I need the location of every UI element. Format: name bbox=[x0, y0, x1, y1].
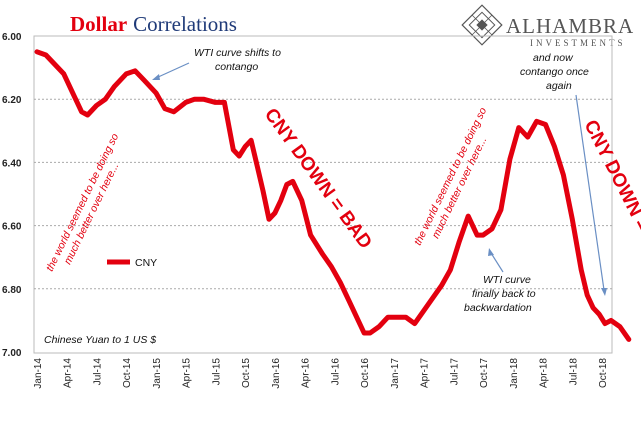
arrowhead-now-contango bbox=[601, 288, 607, 296]
x-tick-label: Jul-15 bbox=[211, 358, 222, 386]
x-tick-label: Jan-15 bbox=[152, 358, 163, 389]
arrow-wti-backwardation bbox=[490, 252, 504, 273]
x-tick-label: Jul-16 bbox=[330, 358, 341, 386]
annotation-wti-backwardation-line1: WTI curve bbox=[483, 274, 531, 286]
arrow-now-contango bbox=[575, 94, 605, 291]
x-tick-label: Oct-14 bbox=[122, 358, 133, 388]
x-tick-label: Jul-17 bbox=[449, 358, 460, 386]
x-axis-ticks: Jan-14 Apr-14 Jul-14 Oct-14 Jan-15 Apr-15 Jul-… bbox=[33, 358, 609, 389]
x-tick-label: Jan-16 bbox=[271, 358, 282, 389]
x-tick-label: Apr-15 bbox=[182, 358, 193, 388]
arrowhead-wti-contango bbox=[152, 74, 160, 80]
annotation-world-better-1: the world seemed to be doing so much bet… bbox=[44, 129, 134, 279]
chart-title-dollar: Dollar bbox=[70, 12, 127, 36]
x-tick-label: Oct-16 bbox=[360, 358, 371, 388]
y-tick-label: 6.60 bbox=[2, 222, 22, 233]
plot-frame bbox=[33, 35, 613, 354]
x-tick-label: Jan-18 bbox=[509, 358, 520, 389]
x-tick-label: Apr-17 bbox=[420, 358, 431, 388]
x-tick-label: Jul-18 bbox=[568, 358, 579, 386]
annotation-wti-contango: WTI curve shifts to contango bbox=[194, 47, 284, 73]
y-tick-label: 6.20 bbox=[2, 95, 22, 106]
brand-name: ALHAMBRA bbox=[506, 14, 634, 38]
x-tick-label: Apr-14 bbox=[63, 358, 74, 388]
x-tick-label: Oct-17 bbox=[479, 358, 490, 388]
arrowhead-wti-backwardation bbox=[488, 248, 494, 256]
chart-title: Dollar Correlations bbox=[70, 12, 237, 36]
annotation-now-contango-line2: contango once bbox=[520, 66, 589, 78]
annotation-wti-backwardation-line3: backwardation bbox=[464, 302, 532, 314]
y-tick-label: 7.00 bbox=[2, 348, 22, 359]
annotation-wti-backwardation: WTI curve finally back to backwardation bbox=[464, 274, 539, 314]
annotation-now-contango-line1: and now bbox=[533, 52, 574, 64]
x-tick-label: Jul-14 bbox=[92, 358, 103, 386]
annotation-cny-down-bad-2: CNY DOWN = BAD bbox=[580, 117, 641, 276]
x-tick-label: Jan-14 bbox=[33, 358, 44, 389]
y-axis-ticks: 6.00 6.20 6.40 6.60 6.80 7.00 bbox=[2, 32, 22, 359]
y-axis-label: Chinese Yuan to 1 US $ bbox=[44, 334, 156, 346]
x-tick-label: Jan-17 bbox=[390, 358, 401, 389]
y-tick-label: 6.00 bbox=[2, 32, 22, 43]
brand-subtitle: INVESTMENTS bbox=[530, 38, 626, 48]
annotation-wti-contango-line1: WTI curve shifts to bbox=[194, 47, 281, 59]
y-tick-label: 6.80 bbox=[2, 285, 22, 296]
x-tick-label: Oct-15 bbox=[241, 358, 252, 388]
annotation-wti-backwardation-line2: finally back to bbox=[472, 288, 536, 300]
annotation-cny-down-bad-1: CNY DOWN = BAD bbox=[260, 105, 376, 253]
arrow-wti-contango bbox=[155, 62, 190, 79]
gridlines bbox=[34, 98, 612, 290]
x-tick-label: Oct-18 bbox=[598, 358, 609, 388]
annotation-now-contango: and now contango once again bbox=[520, 52, 592, 92]
chart-title-correlations: Correlations bbox=[133, 12, 237, 36]
series-line-cny bbox=[34, 49, 632, 342]
y-tick-label: 6.40 bbox=[2, 158, 22, 169]
annotation-now-contango-line3: again bbox=[546, 80, 572, 92]
alhambra-logo-icon bbox=[461, 4, 503, 46]
x-tick-label: Apr-16 bbox=[301, 358, 312, 388]
annotation-world-better-1-line1: the world seemed to be doing so bbox=[44, 132, 121, 274]
x-tick-label: Apr-18 bbox=[539, 358, 550, 388]
annotation-wti-contango-line2: contango bbox=[215, 61, 258, 73]
legend-label-cny: CNY bbox=[135, 257, 157, 269]
